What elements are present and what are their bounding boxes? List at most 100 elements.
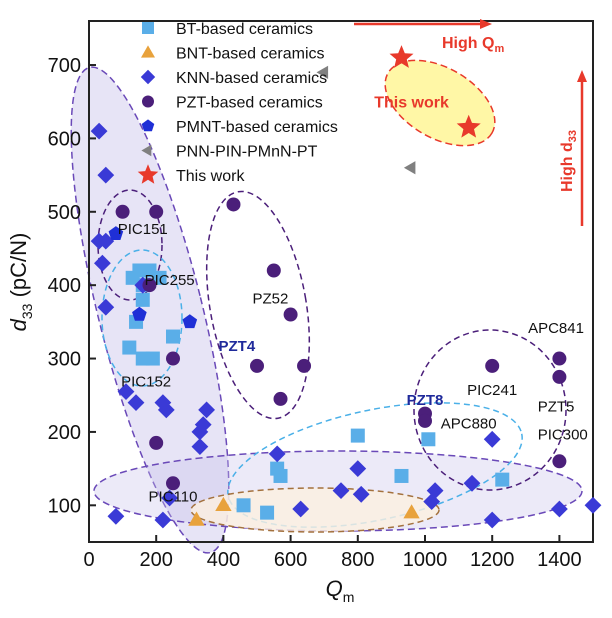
y-tick-label: 600 <box>48 128 81 150</box>
bt-region-ellipse <box>101 249 183 387</box>
axis-ticks: 0 200 400 600 800 1000 1200 1400 100 200 300 400 500… <box>48 55 582 571</box>
pzt-based-ceramics-point <box>552 454 567 469</box>
x-axis-label: Qm <box>326 576 355 605</box>
legend-marker <box>142 95 154 108</box>
pzt-based-ceramics-point <box>149 435 164 450</box>
knn-based-ceramics-point <box>483 430 501 448</box>
annotation-label: PIC152 <box>121 373 171 390</box>
knn-based-ceramics-point <box>349 460 367 477</box>
y-axis-label: d33 (pC/N) <box>6 233 35 332</box>
pzt-based-ceramics-point <box>166 351 180 366</box>
pzt-based-ceramics-point <box>283 307 298 322</box>
annotation-label: APC841 <box>528 320 584 337</box>
pnn-pin-pmnn-pt-point <box>403 161 416 175</box>
knn-based-ceramics-point <box>584 496 602 514</box>
bnt-based-ceramics-point <box>188 511 205 526</box>
knn-based-ceramics-point <box>352 485 370 503</box>
pzt-based-ceramics-point <box>115 204 130 219</box>
annotation-label: This work <box>374 95 449 112</box>
this-work-point <box>389 45 414 68</box>
x-tick-label: 1000 <box>403 549 448 571</box>
pmnt-based-ceramics-point <box>132 306 147 321</box>
y-tick-label: 700 <box>48 55 81 77</box>
pzt-based-ceramics-point <box>142 278 157 293</box>
pzt-based-ceramics-point <box>166 476 180 491</box>
plot-frame <box>88 20 594 543</box>
pzt-based-ceramics-point <box>250 358 264 373</box>
knn-based-ceramics-point <box>97 298 115 316</box>
legend-marker <box>142 22 154 34</box>
bt-based-ceramics-point <box>236 498 251 513</box>
knn-based-ceramics-point <box>198 401 215 419</box>
x-tick-label: 0 <box>83 549 94 571</box>
pic-region-ellipse <box>97 189 163 301</box>
knn-based-ceramics-point <box>154 511 172 529</box>
knn-based-ceramics-point <box>292 500 310 518</box>
pzt-based-ceramics-point <box>149 204 164 219</box>
knn-based-ceramics-point <box>157 401 175 419</box>
knn-based-ceramics-point <box>90 122 108 140</box>
bt-based-ceramics-point <box>135 292 150 307</box>
knn-based-ceramics-point <box>483 511 501 529</box>
y-tick-label: 500 <box>48 202 81 224</box>
annotation-label: PIC255 <box>145 272 195 289</box>
annotation-label: PZT5 <box>538 398 575 415</box>
knn-based-ceramics-point <box>117 383 135 400</box>
x-tick-label: 800 <box>341 549 374 571</box>
pzt-based-ceramics-point <box>266 263 281 278</box>
x-tick-label: 200 <box>140 549 173 571</box>
annotation-label: PZT4 <box>218 338 255 355</box>
annotation-label: PIC241 <box>467 382 517 399</box>
pz52-region-ellipse <box>205 190 311 420</box>
legend-entry: PNN-PIN-PMnN-PT <box>176 144 318 161</box>
pzt-based-ceramics-point <box>418 413 432 428</box>
bt-based-ceramics-point <box>166 329 180 344</box>
annotation-label: PIC110 <box>149 489 198 506</box>
bt-based-ceramics-point <box>273 468 288 483</box>
legend-entry: BNT-based ceramics <box>176 46 325 63</box>
bt-based-ceramics-point <box>394 468 409 483</box>
legend-marker <box>141 45 155 58</box>
pzt-based-ceramics-point <box>552 369 567 384</box>
annotation-label: PIC300 <box>538 426 588 443</box>
y-tick-label: 400 <box>48 275 81 297</box>
pzt-based-ceramics-point <box>485 358 500 373</box>
pzt-based-ceramics-point <box>552 351 567 366</box>
pzt-based-ceramics-point <box>226 197 241 212</box>
knn-based-ceramics-point <box>161 489 178 507</box>
legend-marker <box>141 144 152 157</box>
pmnt-based-ceramics-point <box>108 226 124 240</box>
legend-marker <box>141 119 155 132</box>
legend-entry: BT-based ceramics <box>176 21 313 38</box>
knn-based-ceramics-point <box>426 482 444 499</box>
high-qm-label: High Qm <box>442 35 504 55</box>
annotation-label: PZT8 <box>407 392 444 409</box>
knn-based-ceramics-point <box>463 474 481 492</box>
y-tick-label: 300 <box>48 349 81 371</box>
x-tick-label: 1200 <box>470 549 515 571</box>
annotation-label: PZ52 <box>253 291 289 308</box>
high-d33-indicator: High d33 <box>559 70 587 226</box>
bt-based-ceramics-point <box>152 270 167 285</box>
annotation-label: PIC151 <box>118 221 168 238</box>
knn-based-ceramics-point <box>191 438 209 455</box>
bnt-based-ceramics-point <box>403 504 420 519</box>
knn-based-ceramics-point <box>551 500 568 518</box>
legend-entry: KNN-based ceramics <box>176 70 327 87</box>
bt-based-ceramics-point <box>421 432 436 447</box>
bt-based-ceramics-point <box>260 505 275 520</box>
knn-based-ceramics-point <box>94 254 111 272</box>
pzt-region-ellipse <box>70 66 230 554</box>
legend: BT-based ceramics BNT-based ceramics KNN-b… <box>137 21 338 185</box>
high-qm-indicator: High Qm <box>354 19 504 55</box>
legend-marker <box>137 164 159 184</box>
legend-marker <box>140 69 156 85</box>
knn-based-ceramics-point <box>107 507 125 525</box>
annotations: PIC151 PIC255 PIC152 PZ52 PZT4 PZT8 APC880 PIC2… <box>118 95 588 506</box>
bt-based-ceramics-point <box>495 472 510 487</box>
pnn-pin-pmnn-pt-point <box>316 65 329 79</box>
pzt-based-ceramics-point <box>273 391 288 406</box>
bt-based-ceramics-point <box>350 428 365 443</box>
legend-entry: This work <box>176 168 245 185</box>
